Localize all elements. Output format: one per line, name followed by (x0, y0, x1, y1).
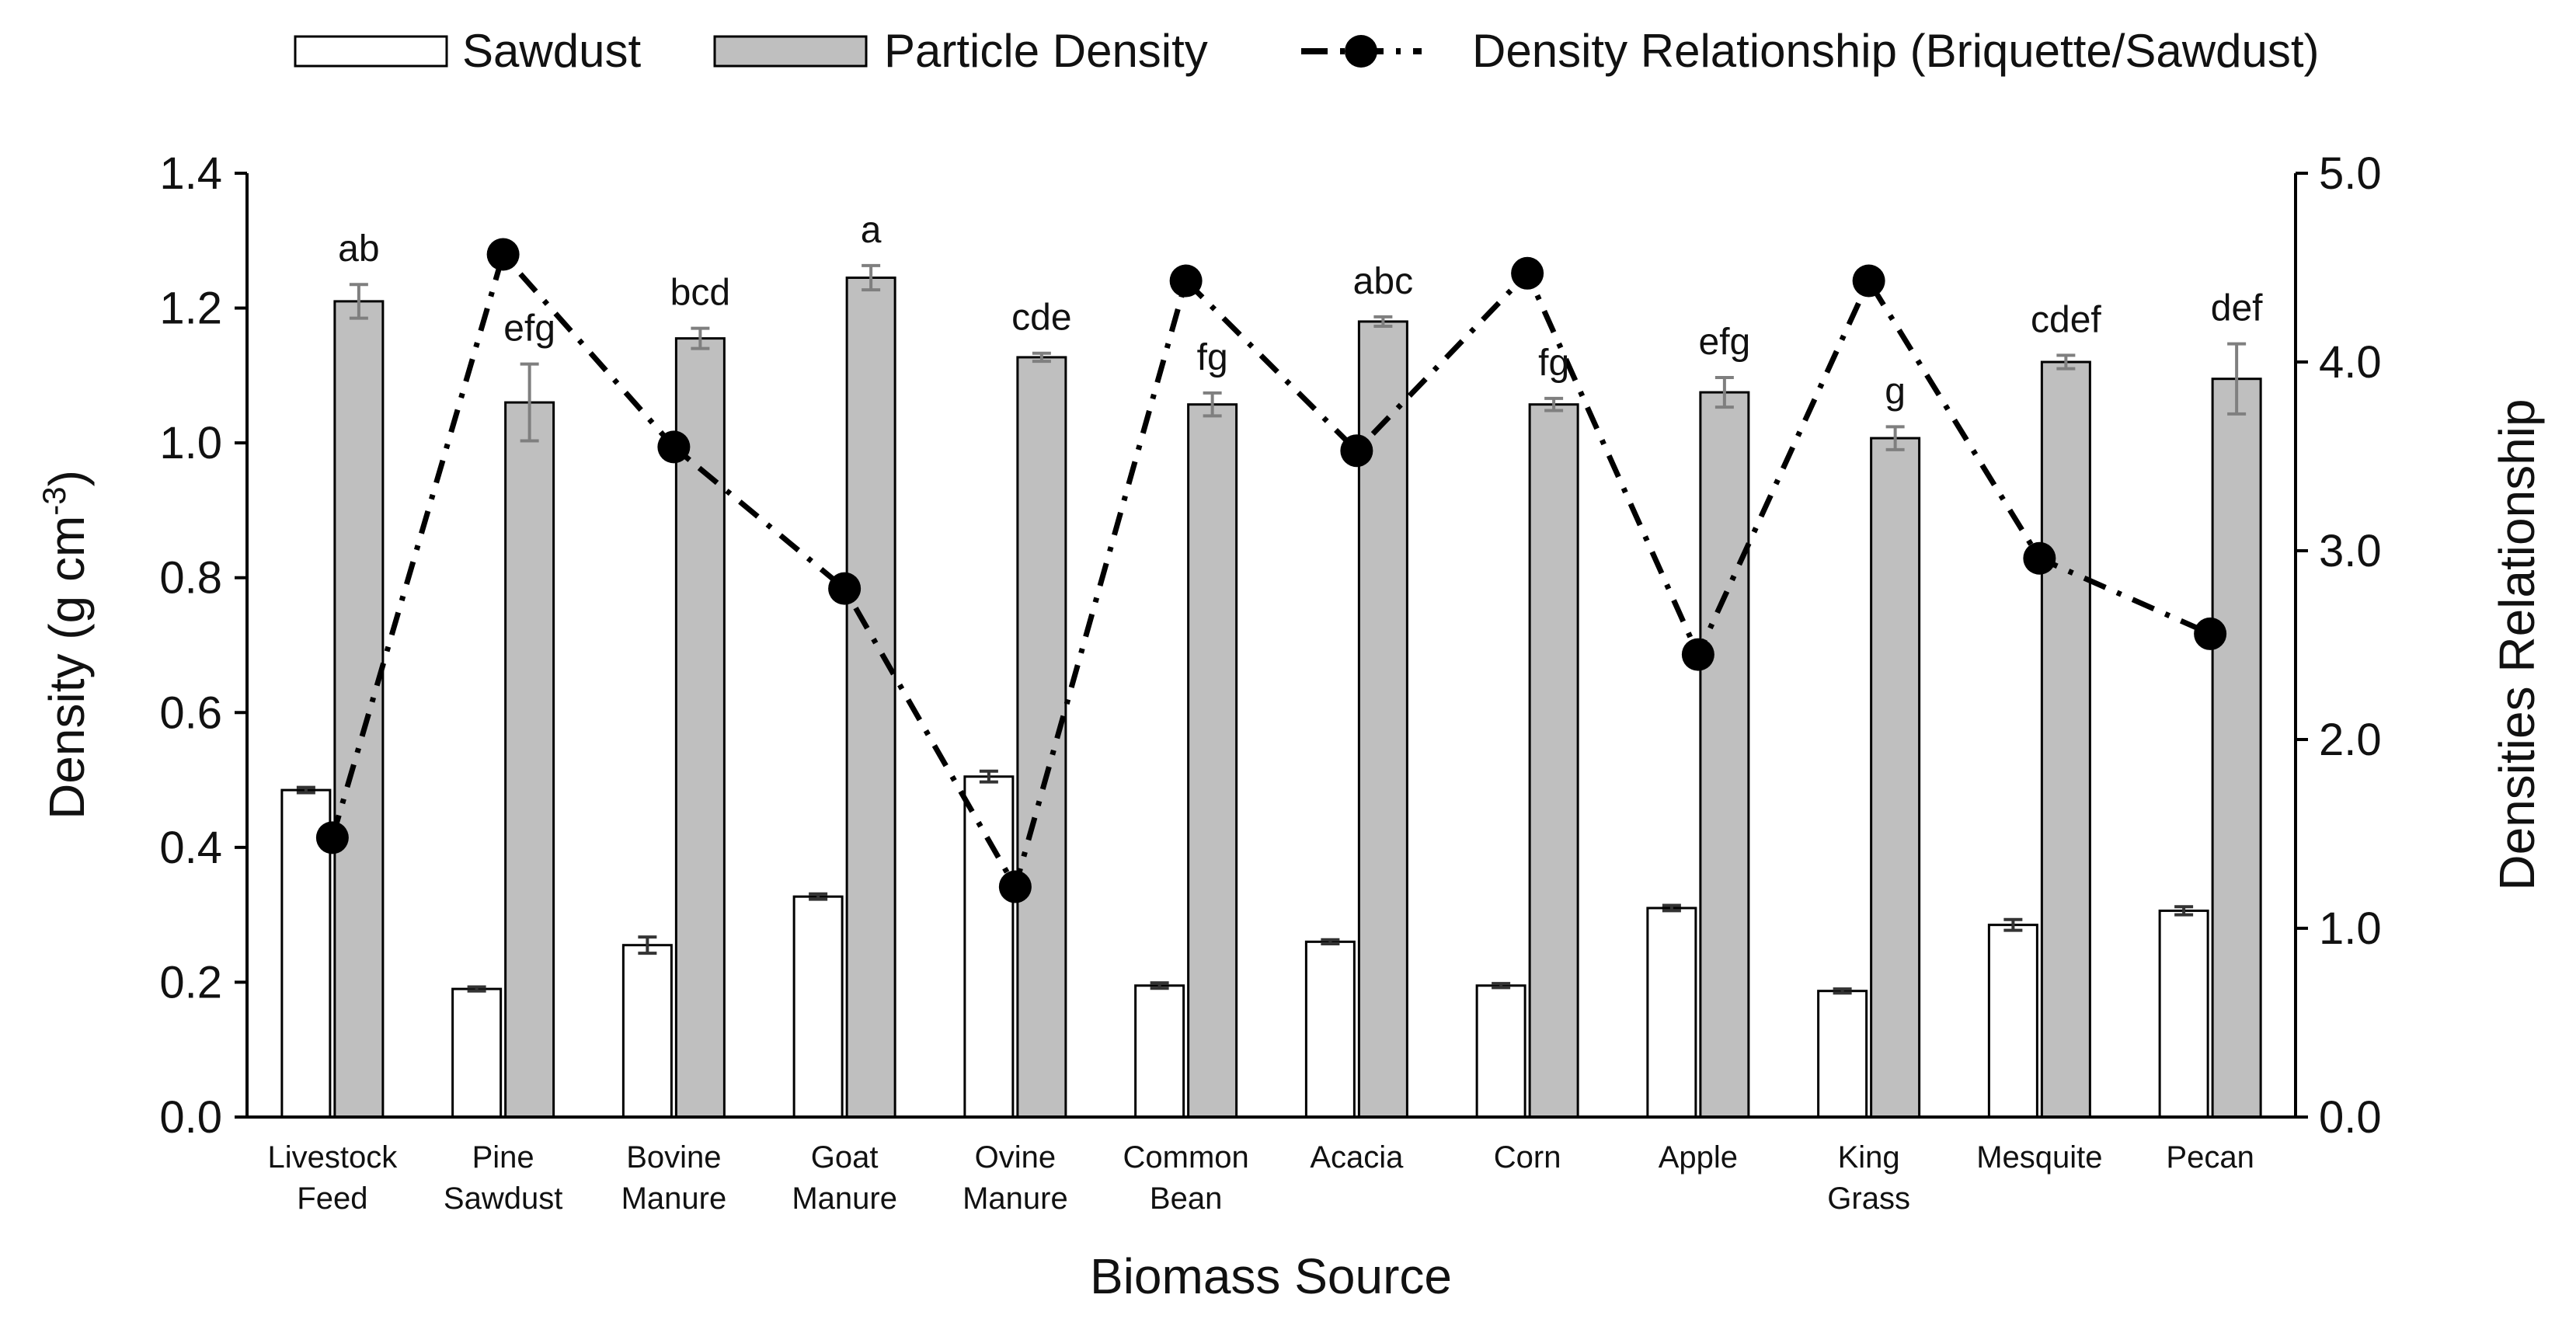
y-axis-title-end: ) (39, 470, 95, 486)
y-tick-label: 0.8 (159, 553, 222, 604)
sawdust-bar (1304, 940, 1356, 1119)
legend-label-sawdust: Sawdust (462, 25, 641, 77)
density-relationship-point (1511, 256, 1544, 290)
legend-label-particle-density: Particle Density (884, 25, 1208, 77)
y2-tick-label: 5.0 (2319, 148, 2382, 199)
axes (245, 173, 2297, 1119)
significance-label: abc (1353, 261, 1413, 302)
category-labels: Livestock Feed Pine Sawdust Bovine Manure Goat… (268, 1140, 2254, 1216)
density-relationship-point (2194, 617, 2227, 650)
legend-label-density-relationship: Density Relationship (Briquette/Sawdust) (1472, 25, 2320, 77)
y2-tick-label: 0.0 (2319, 1092, 2382, 1143)
category-label: Livestock (268, 1140, 399, 1175)
particle-density-bar (1528, 403, 1579, 1119)
category-label: Manure (963, 1182, 1068, 1216)
particle-density-bar (1187, 403, 1238, 1119)
category-label: Mesquite (1976, 1140, 2102, 1175)
sawdust-bar (1134, 984, 1185, 1119)
y2-tick-label: 3.0 (2319, 526, 2382, 576)
legend-swatch-sawdust (294, 35, 448, 68)
significance-label: cdef (2031, 299, 2101, 340)
y-ticks-right: 0.0 1.0 2.0 3.0 4.0 5.0 (2296, 148, 2382, 1143)
legend-marker-density-relationship (1345, 35, 1377, 68)
particle-density-bar (845, 277, 896, 1119)
relationship-line-layer (315, 238, 2227, 903)
category-label: Manure (792, 1182, 897, 1216)
y2-tick-label: 1.0 (2319, 903, 2382, 954)
y-axis-title-main: Density (g cm (39, 516, 95, 820)
y-tick-label: 0.6 (159, 687, 222, 738)
category-label: King (1838, 1140, 1900, 1175)
density-relationship-point (1340, 434, 1373, 468)
category-label: Bovine (626, 1140, 721, 1175)
y-ticks-left: 0.0 0.2 0.4 0.6 0.8 1.0 1.2 1.4 (159, 148, 247, 1143)
category-label: Goat (811, 1140, 879, 1175)
particle-density-bar (2040, 360, 2091, 1119)
y2-tick-label: 4.0 (2319, 337, 2382, 388)
category-label: Manure (621, 1182, 727, 1216)
sawdust-bar (621, 944, 673, 1119)
y-axis-title: Density (g cm-3) (36, 470, 95, 820)
category-label: Ovine (975, 1140, 1057, 1175)
particle-density-bar (1870, 437, 1921, 1119)
category-label: Grass (1827, 1182, 1910, 1216)
category-label: Bean (1150, 1182, 1222, 1216)
significance-label: fg (1197, 337, 1228, 378)
significance-label: ab (338, 228, 379, 270)
legend: Sawdust Particle Density Density Relatio… (294, 25, 2320, 77)
density-relationship-point (657, 430, 691, 464)
sawdust-bar (1987, 924, 2038, 1119)
significance-label: a (861, 210, 882, 251)
density-relationship-point (315, 821, 349, 854)
y-tick-label: 0.4 (159, 823, 222, 873)
significance-label: cde (1011, 298, 1071, 339)
density-relationship-point (1681, 638, 1714, 671)
density-relationship-point (828, 572, 862, 605)
category-label: Pecan (2166, 1140, 2254, 1175)
density-relationship-point (1169, 264, 1203, 298)
particle-density-bar (1699, 391, 1750, 1119)
significance-label: g (1885, 371, 1906, 412)
y-tick-label: 1.2 (159, 284, 222, 334)
density-relationship-line (329, 249, 2212, 894)
particle-density-bar (2211, 378, 2262, 1119)
category-label: Feed (297, 1182, 367, 1216)
y-tick-label: 1.0 (159, 418, 222, 468)
category-label: Acacia (1310, 1140, 1404, 1175)
category-label: Pine (472, 1140, 534, 1175)
y-tick-label: 1.4 (159, 148, 222, 199)
density-relationship-point (998, 870, 1032, 903)
significance-label: efg (503, 308, 555, 350)
density-relationship-point (486, 238, 520, 271)
density-relationship-point (2023, 541, 2056, 575)
category-label: Common (1123, 1140, 1248, 1175)
sawdust-bar (1646, 907, 1697, 1119)
density-relationship-point (1852, 264, 1885, 298)
sawdust-bar (792, 895, 844, 1119)
bars-layer (280, 263, 2262, 1119)
category-label: Apple (1659, 1140, 1738, 1175)
significance-label: efg (1699, 322, 1751, 363)
particle-density-bar (333, 300, 385, 1119)
category-label: Corn (1494, 1140, 1561, 1175)
y-axis-title-superscript: -3 (36, 486, 72, 515)
significance-label: def (2211, 288, 2263, 329)
significance-label: fg (1538, 343, 1569, 384)
y2-axis-title: Densities Relationship (2489, 398, 2545, 890)
y-tick-label: 0.0 (159, 1092, 222, 1143)
significance-label: bcd (670, 273, 730, 314)
y-tick-label: 0.2 (159, 957, 222, 1008)
x-axis-title: Biomass Source (1090, 1248, 1452, 1304)
legend-swatch-particle-density (713, 35, 868, 68)
particle-density-bar (504, 401, 555, 1119)
sawdust-bar (451, 987, 503, 1119)
sawdust-bar (1475, 984, 1526, 1119)
category-label: Sawdust (444, 1182, 562, 1216)
significance-labels: ab efg bcd a cde fg abc fg efg g cdef def (338, 210, 2263, 412)
sawdust-bar (2158, 909, 2209, 1119)
y2-tick-label: 2.0 (2319, 715, 2382, 765)
sawdust-bar (963, 775, 1015, 1119)
sawdust-bar (1817, 990, 1868, 1119)
